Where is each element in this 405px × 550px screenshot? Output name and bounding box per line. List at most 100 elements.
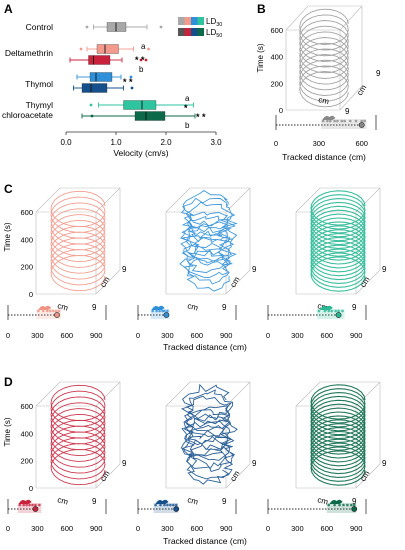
strip-point: [174, 503, 178, 507]
trajectory-path: [179, 189, 238, 292]
strip-tick-label: 0: [6, 331, 10, 340]
box-outlier: [79, 47, 83, 51]
strip-mean-marker: [32, 506, 39, 512]
strip-point: [34, 503, 37, 507]
cube-edge: [355, 187, 381, 213]
strip-tick-label: 900: [90, 524, 103, 533]
cube-edge: [95, 381, 121, 407]
panel-b-x-title: Tracked distance (cm): [282, 152, 366, 162]
z-tick-label: 200: [20, 457, 33, 466]
strip-point: [354, 119, 358, 123]
strip-tick-label: 0: [266, 524, 270, 533]
cube-edge: [225, 381, 251, 407]
box-iqr: [123, 100, 157, 110]
strip-point: [28, 503, 31, 507]
panel-b-z-title: Time (s): [256, 43, 265, 72]
strip-mean-marker: [335, 312, 342, 318]
axis-nine-label: 9: [92, 303, 97, 312]
trajectory-path: [50, 190, 106, 292]
box-7: [81, 111, 196, 121]
axis-nine-label: 9: [352, 497, 357, 506]
box-outlier: [139, 58, 143, 62]
trajectory-path: [180, 383, 238, 485]
strip-point: [171, 503, 175, 507]
cube: [35, 381, 121, 489]
strip-point: [151, 309, 154, 313]
strip-point: [336, 119, 339, 123]
z-tick-label: 200: [20, 263, 33, 272]
x-tick-label: 2.0: [160, 138, 172, 147]
cube: [295, 381, 381, 489]
legend: LD30 LD50: [178, 17, 222, 39]
cube-edge: [35, 187, 61, 213]
distance-strip: [137, 305, 237, 320]
legend-color-block: [178, 28, 185, 36]
strip-point: [25, 503, 28, 507]
box-outlier: [147, 47, 150, 51]
strip-point: [337, 309, 340, 313]
panel-c-z-title: Time (s): [3, 222, 12, 251]
insect-icon: [151, 305, 165, 310]
cube-edge: [95, 187, 121, 213]
strip-point: [155, 309, 158, 313]
panel-d-distance-strips: [7, 499, 367, 514]
trajectory-path: [310, 190, 366, 292]
strip-point: [158, 309, 161, 313]
strip-mean-marker: [351, 506, 358, 512]
z-tick-label: 400: [20, 235, 33, 244]
strip-point: [57, 309, 61, 313]
strip-tick-label: 0: [274, 139, 278, 148]
strip-point: [333, 503, 336, 507]
strip-point: [350, 503, 353, 507]
cube-edge: [295, 381, 321, 407]
strip-range-band: [150, 309, 170, 319]
distance-strip: [275, 115, 377, 130]
cube: [285, 5, 363, 111]
axis-cm-label: cm: [187, 495, 200, 506]
cube-edge: [95, 269, 121, 295]
box-iqr: [96, 44, 119, 54]
strip-tick-label: 900: [220, 524, 233, 533]
legend-swatch-ld30: [178, 17, 204, 25]
strip-range-band: [17, 503, 42, 513]
strip-point: [163, 309, 166, 313]
strip-mean-marker: [173, 506, 180, 512]
box-4: [76, 72, 133, 82]
box-iqr: [134, 111, 166, 121]
strip-point: [363, 119, 366, 123]
strip-point: [161, 309, 164, 313]
axis-nine-label: 9: [252, 265, 257, 274]
distance-strip: [7, 499, 107, 514]
strip-tick-label: 0: [266, 331, 270, 340]
x-axis-ticks: 0.0 1.0 2.0 3.0: [60, 132, 222, 147]
axis-nine-label: 9: [352, 303, 357, 312]
box-5: [73, 83, 134, 93]
group-label-control: Control: [26, 22, 54, 32]
strip-point: [327, 309, 331, 313]
legend-swatch-ld50: [178, 28, 204, 36]
strip-point: [342, 503, 345, 507]
cube-edge: [95, 463, 121, 489]
z-tick-label: 0: [29, 484, 33, 493]
strip-point: [154, 503, 157, 507]
z-tick-label: 0: [29, 290, 33, 299]
strip-mean-marker: [163, 312, 170, 318]
sig-tc-ld30-letter: a: [185, 94, 190, 103]
insect-icon: [18, 499, 32, 504]
axis-nine-label: 9: [252, 459, 257, 468]
strip-mean-marker: [54, 312, 60, 318]
cube-edge: [339, 5, 363, 31]
x-tick-label: 0.0: [60, 138, 72, 147]
box-6: [89, 100, 194, 110]
axis-cm-label: cm: [187, 301, 200, 312]
axis-nine-label: 9: [222, 497, 227, 506]
strip-point: [51, 309, 55, 313]
strip-point: [321, 119, 325, 123]
cube: [295, 187, 381, 295]
strip-point: [334, 309, 337, 313]
strip-point: [31, 503, 34, 507]
trajectory-path: [50, 384, 106, 486]
sig-delta-ld50-letter: b: [139, 65, 144, 74]
